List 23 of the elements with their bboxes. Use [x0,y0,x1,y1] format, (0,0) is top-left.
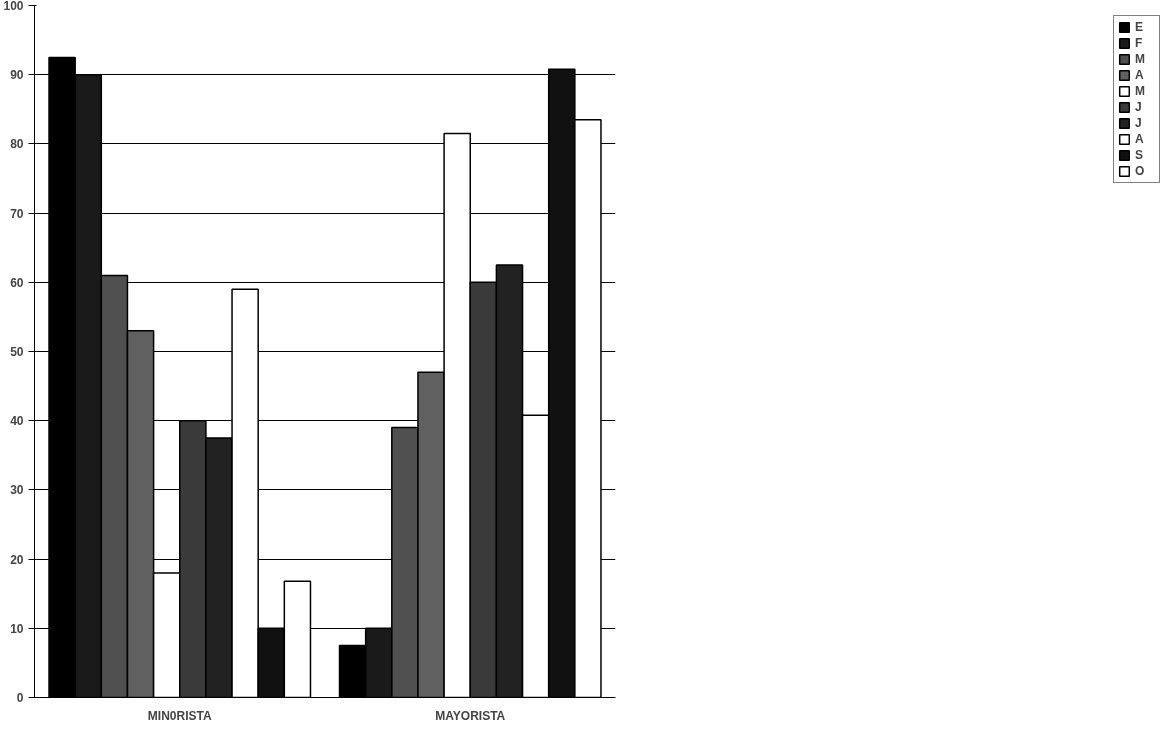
legend-label: A [1135,132,1145,146]
y-tick-label: 10 [10,621,24,636]
legend-label: J [1135,100,1143,114]
y-tick-label: 70 [10,206,24,221]
legend-label: A [1135,68,1145,82]
y-tick-label: 0 [16,691,24,705]
y-tick-label: 30 [10,483,24,498]
legend-label: J [1135,116,1143,130]
legend-label: F [1135,36,1144,50]
y-tick-label: 100 [3,0,24,13]
y-tick-label: 50 [10,345,24,359]
legend-label: S [1135,148,1144,162]
y-tick-label: 60 [10,275,24,290]
legend-label: O [1135,164,1146,178]
y-tick-label: 90 [10,68,24,83]
legend-label: M [1135,84,1146,98]
legend-label: E [1135,20,1144,34]
legend-label: M [1135,52,1146,66]
y-tick-label: 80 [10,137,24,152]
y-tick-label: 40 [10,414,24,429]
y-tick-label: 20 [10,552,24,567]
x-tick-label: MAYORISTA [435,708,506,723]
x-tick-label: MIN0RISTA [147,708,212,723]
